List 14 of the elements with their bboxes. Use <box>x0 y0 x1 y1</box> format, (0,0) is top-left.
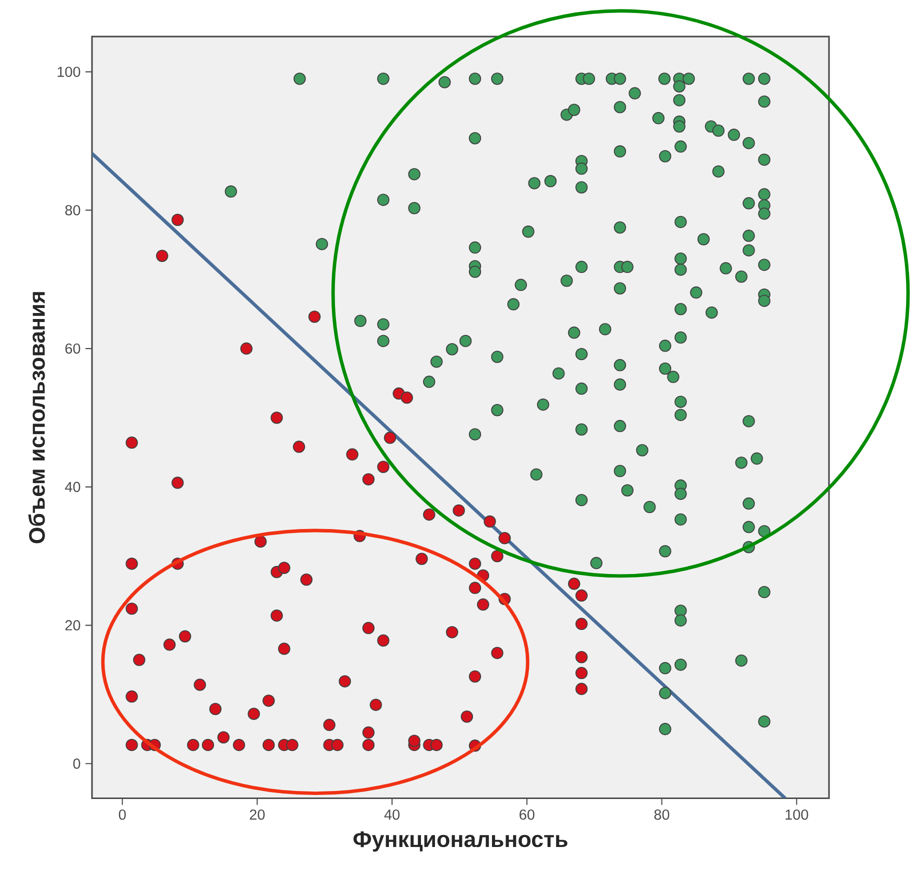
y-tick-label: 80 <box>65 205 80 216</box>
x-tick-label: 100 <box>786 809 808 820</box>
x-tick-label: 60 <box>520 809 534 820</box>
x-axis-title: Функциональность <box>353 831 568 852</box>
x-tick-label: 20 <box>250 809 265 820</box>
y-axis-title: Объем использования <box>28 292 45 544</box>
y-tick-label: 0 <box>73 758 80 769</box>
x-tick-label: 0 <box>118 809 126 820</box>
y-tick-label: 20 <box>65 620 80 630</box>
y-tick-label: 40 <box>64 482 80 492</box>
x-tick-label: 40 <box>384 809 400 820</box>
y-tick-label: 100 <box>58 66 80 77</box>
y-tick-label: 60 <box>65 343 80 354</box>
x-tick-label: 80 <box>654 809 670 820</box>
